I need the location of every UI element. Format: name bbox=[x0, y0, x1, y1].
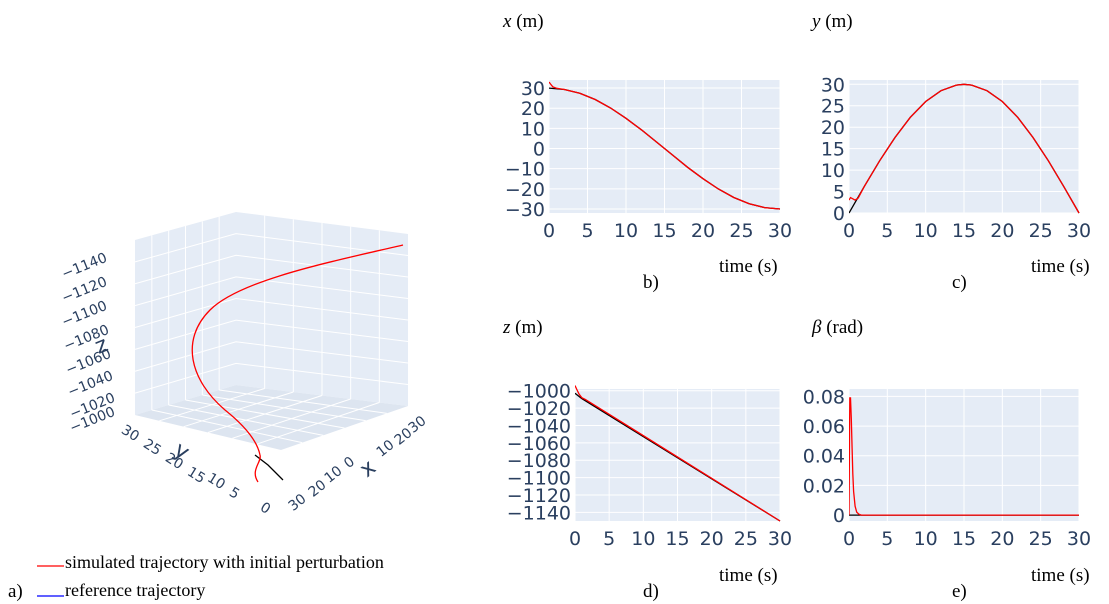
y-tick-label: 0.02 bbox=[803, 475, 845, 497]
y-axis-label: β (rad) bbox=[811, 317, 863, 338]
simulated-series-line bbox=[575, 385, 781, 522]
panel-label-c: c) bbox=[952, 272, 967, 293]
x-tick-label: 0 bbox=[843, 220, 855, 242]
legend-reference-label: reference trajectory bbox=[65, 580, 205, 600]
x-tick-label: 30 bbox=[1067, 528, 1091, 550]
simulated-series-line bbox=[849, 397, 1079, 516]
x-tick-label: 0 bbox=[569, 528, 581, 550]
y-tick-label: −1000 bbox=[507, 381, 571, 403]
x-tick-label: 15 bbox=[952, 220, 976, 242]
x-tick-label: 0 bbox=[843, 528, 855, 550]
y-tick-label: 0.08 bbox=[803, 386, 845, 408]
x-tick-label: 30 bbox=[768, 220, 792, 242]
panel-label-d: d) bbox=[643, 581, 659, 602]
y-tick-label: −10 bbox=[505, 159, 545, 181]
x-axis-label: time (s) bbox=[719, 565, 778, 586]
y-tick-label: 20 bbox=[821, 117, 845, 139]
y-tick-label: 5 bbox=[226, 484, 242, 502]
y-axis-label: y (m) bbox=[810, 11, 853, 32]
y-axis-label: z (m) bbox=[502, 317, 543, 338]
x-tick-label: 10 bbox=[614, 220, 638, 242]
x-tick-label: 10 bbox=[914, 528, 938, 550]
x-tick-label: 10 bbox=[914, 220, 938, 242]
x-tick-label: 30 bbox=[286, 491, 310, 515]
simulated-trajectory-3d bbox=[191, 244, 404, 483]
y-tick-label: −1080 bbox=[507, 450, 571, 472]
x-tick-label: 20 bbox=[990, 528, 1014, 550]
legend-simulated-label: simulated trajectory with initial pertur… bbox=[65, 552, 384, 572]
y-tick-label: 0 bbox=[533, 139, 545, 161]
chart-z-vs-time: 0 5 10 15 20 25 30−1140−1120−1100−1080−1060−10… bbox=[502, 317, 792, 586]
x-tick-label: 0 bbox=[543, 220, 555, 242]
y-tick-label: −1040 bbox=[507, 415, 571, 437]
y-tick-label: −1100 bbox=[507, 468, 571, 490]
y-axis-label: x (m) bbox=[502, 11, 544, 32]
x-tick-label: 25 bbox=[734, 528, 758, 550]
x-tick-label: 5 bbox=[581, 220, 593, 242]
y-tick-label: 0.04 bbox=[803, 446, 845, 468]
x-tick-label: 5 bbox=[603, 528, 615, 550]
x-axis-label: time (s) bbox=[1031, 565, 1090, 586]
x-tick-label: 25 bbox=[1029, 220, 1053, 242]
x-tick-label: 5 bbox=[881, 528, 893, 550]
x-tick-label: 20 bbox=[691, 220, 715, 242]
y-tick-label: 10 bbox=[821, 160, 845, 182]
y-tick-label: −1140 bbox=[507, 502, 571, 524]
x-tick-label: 30 bbox=[1067, 220, 1091, 242]
y-tick-label: −1020 bbox=[507, 398, 571, 420]
y-tick-label: 10 bbox=[521, 118, 545, 140]
chart-beta-vs-time: 0 5 10 15 20 25 30 0 0.02 0.04 0.06 0.08 β (rad) time… bbox=[803, 317, 1091, 586]
y-tick-label: −1060 bbox=[507, 433, 571, 455]
x-axis-label: time (s) bbox=[719, 256, 778, 277]
y-tick-label: 0.06 bbox=[803, 416, 845, 438]
y-tick-label: 30 bbox=[521, 78, 545, 100]
simulated-series-line bbox=[549, 81, 781, 210]
y-tick-label: 25 bbox=[821, 96, 845, 118]
x-tick-label: 20 bbox=[990, 220, 1014, 242]
y-tick-label: −20 bbox=[505, 179, 545, 201]
x-tick-label: 30 bbox=[768, 528, 792, 550]
y-tick-label: 5 bbox=[833, 182, 845, 204]
y-tick-label: 15 bbox=[821, 139, 845, 161]
y-tick-label: 0 bbox=[833, 203, 845, 225]
y-tick-label: 30 bbox=[118, 422, 142, 445]
y-tick-label: 0 bbox=[833, 505, 845, 527]
y-tick-label: −30 bbox=[505, 199, 545, 221]
x-tick-label: 25 bbox=[1029, 528, 1053, 550]
x-axis-label: time (s) bbox=[1031, 256, 1090, 277]
panel-label-a: a) bbox=[8, 581, 23, 602]
x-tick-label: 10 bbox=[322, 463, 346, 487]
legend: simulated trajectory with initial pertur… bbox=[37, 552, 384, 600]
x-tick-label: 15 bbox=[665, 528, 689, 550]
x-tick-label: 20 bbox=[700, 528, 724, 550]
floor-gridline bbox=[256, 402, 380, 445]
x-tick-label: 15 bbox=[652, 220, 676, 242]
panel-label-e: e) bbox=[952, 581, 967, 602]
x-tick-label: 25 bbox=[729, 220, 753, 242]
x-axis-label: x bbox=[355, 455, 381, 483]
y-tick-label: 20 bbox=[521, 98, 545, 120]
y-tick-label: 0 bbox=[257, 499, 273, 517]
y-tick-label: 25 bbox=[140, 436, 164, 459]
x-tick-label: 15 bbox=[952, 528, 976, 550]
chart-3d-trajectory: −1140−1120−1100−1080−1060−1040−1020−1000… bbox=[60, 212, 429, 518]
x-tick-label: 10 bbox=[631, 528, 655, 550]
y-tick-label: 30 bbox=[821, 74, 845, 96]
y-tick-label: −1120 bbox=[507, 485, 571, 507]
x-tick-label: 5 bbox=[881, 220, 893, 242]
panel-label-b: b) bbox=[643, 272, 659, 293]
floor bbox=[135, 385, 408, 450]
simulated-series-line bbox=[849, 83, 1080, 214]
